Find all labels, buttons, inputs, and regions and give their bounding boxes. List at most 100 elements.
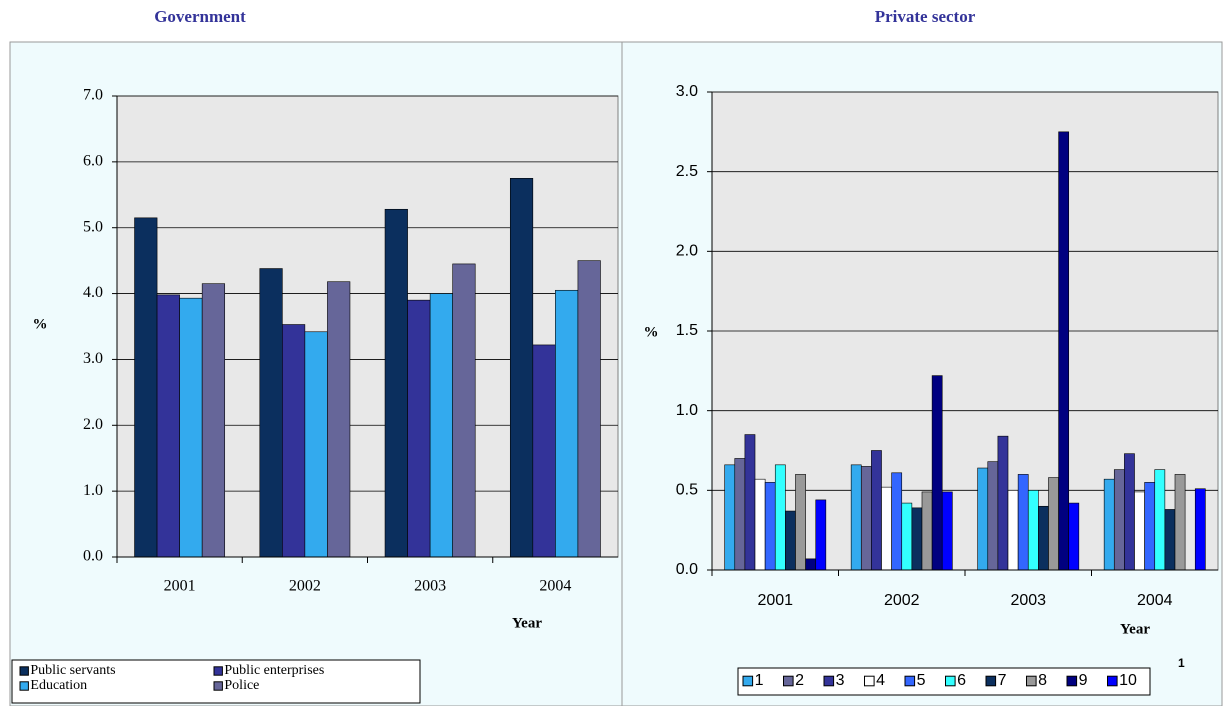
- legend-label: 8: [1038, 672, 1047, 689]
- legend-label: 4: [876, 672, 885, 689]
- legend-swatch: [213, 666, 223, 676]
- bar: [805, 558, 817, 571]
- bar: [259, 268, 283, 558]
- bar: [1144, 482, 1156, 571]
- bar: [577, 260, 601, 558]
- bar: [532, 344, 556, 558]
- bar: [452, 263, 476, 558]
- y-tick-label: 1.5: [676, 322, 698, 339]
- bar: [327, 281, 351, 558]
- legend-label: 9: [1079, 672, 1088, 689]
- legend-swatch: [1066, 675, 1078, 687]
- legend-label: Public servants: [30, 663, 115, 678]
- y-tick-label: 2.5: [676, 163, 698, 180]
- y-tick-label: 5.0: [83, 218, 103, 235]
- bar: [1164, 509, 1176, 571]
- y-tick-label: 1.0: [83, 482, 103, 499]
- legend-label: 3: [836, 672, 845, 689]
- y-tick-label: 0.0: [676, 561, 698, 578]
- bar: [734, 458, 746, 571]
- y-tick-label: 7.0: [83, 87, 103, 104]
- legend-swatch: [945, 675, 956, 687]
- bar: [987, 461, 999, 571]
- bar: [1194, 488, 1206, 571]
- legend-swatch: [823, 675, 835, 687]
- y-tick-label: 2.0: [676, 243, 698, 260]
- bar: [850, 464, 862, 571]
- legend-box: [737, 667, 1151, 696]
- bar: [134, 217, 158, 558]
- legend-label: 10: [1119, 672, 1137, 689]
- bar: [1134, 491, 1145, 571]
- bar: [201, 283, 226, 558]
- legend-label: Public enterprises: [224, 663, 324, 678]
- bar: [555, 289, 579, 558]
- bar: [304, 331, 328, 558]
- bar: [921, 491, 933, 571]
- x-tick-label: 2002: [884, 592, 920, 609]
- bar: [1038, 505, 1049, 571]
- bar: [1124, 453, 1135, 571]
- legend-swatch: [783, 675, 794, 687]
- bar: [931, 375, 943, 571]
- x-axis-label: Year: [512, 615, 542, 631]
- x-tick-label: 2003: [1010, 592, 1046, 609]
- legend-swatch: [742, 675, 754, 687]
- annotation: 1: [1178, 656, 1185, 670]
- legend-label: Police: [224, 678, 259, 693]
- bar: [156, 294, 180, 558]
- bar: [1058, 131, 1070, 571]
- x-tick-label: 2003: [414, 578, 446, 595]
- bar: [1154, 469, 1166, 571]
- bar: [774, 464, 786, 571]
- legend-swatch: [1026, 675, 1037, 687]
- bar: [891, 472, 903, 571]
- bar: [744, 434, 756, 571]
- bar: [997, 435, 1009, 571]
- legend-swatch: [213, 681, 223, 691]
- legend-label: Education: [30, 678, 87, 693]
- bar: [1027, 490, 1039, 571]
- bar: [1113, 469, 1125, 571]
- bar: [509, 178, 534, 558]
- x-tick-label: 2004: [539, 578, 571, 595]
- legend-label: 6: [957, 672, 966, 689]
- bar: [941, 491, 953, 571]
- chart-title: Private sector: [875, 7, 976, 26]
- bar: [282, 324, 306, 558]
- bar: [764, 482, 776, 571]
- y-tick-label: 1.0: [676, 402, 698, 419]
- bar: [1103, 478, 1115, 571]
- bar: [724, 464, 736, 571]
- bar: [1007, 490, 1019, 571]
- y-tick-label: 0.5: [676, 482, 698, 499]
- x-tick-label: 2001: [164, 578, 196, 595]
- bar: [860, 466, 872, 571]
- x-axis-label: Year: [1120, 621, 1150, 637]
- bar: [1068, 502, 1080, 571]
- x-tick-label: 2002: [289, 578, 321, 595]
- bar: [871, 450, 882, 571]
- bar: [785, 510, 796, 571]
- legend-swatch: [985, 675, 997, 687]
- legend-label: 7: [998, 672, 1007, 689]
- bar: [179, 297, 203, 558]
- legend-label: 1: [755, 672, 764, 689]
- bar: [1048, 477, 1059, 571]
- bar: [911, 507, 923, 571]
- legend-swatch: [19, 666, 29, 676]
- y-tick-label: 3.0: [83, 350, 103, 367]
- bar: [881, 486, 892, 571]
- y-axis-label: %: [33, 316, 48, 332]
- y-tick-label: 4.0: [83, 284, 103, 301]
- legend-swatch: [904, 675, 916, 687]
- bar: [1017, 474, 1029, 571]
- x-tick-label: 2001: [757, 592, 793, 609]
- y-axis-label: %: [644, 324, 659, 340]
- bar: [429, 293, 453, 558]
- y-tick-label: 0.0: [83, 548, 103, 565]
- bar: [754, 478, 766, 571]
- bar: [407, 299, 431, 558]
- legend-swatch: [864, 675, 875, 687]
